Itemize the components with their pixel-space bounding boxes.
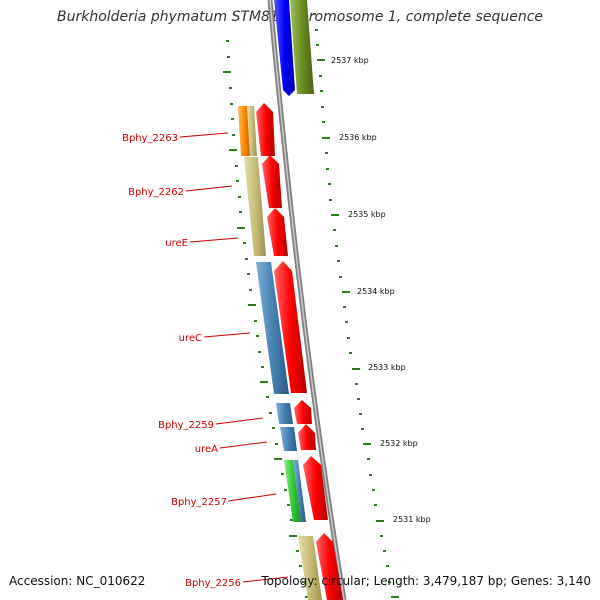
gene-arrows <box>256 103 343 600</box>
gene-arrow <box>256 103 275 156</box>
feature-block-olive <box>290 0 314 94</box>
gene-arrow <box>294 400 312 424</box>
kbp-labels: 2537 kbp 2536 kbp 2535 kbp 2534 kbp 2533… <box>331 56 431 524</box>
kbp-label: 2535 kbp <box>348 210 386 219</box>
gene-label: ureC <box>179 333 202 344</box>
gene-label: ureA <box>195 444 218 455</box>
gene-arrow <box>274 261 307 393</box>
outer-tick-ring <box>313 13 399 598</box>
feature-block-steelblue <box>280 427 297 451</box>
outer-lane-features <box>290 0 314 94</box>
gene-labels: Bphy_2263 Bphy_2262 ureE ureC Bphy_2259 … <box>122 133 241 589</box>
feature-block-steelblue <box>276 403 293 424</box>
gene-arrow <box>316 533 343 600</box>
gene-label: Bphy_2256 <box>185 578 241 589</box>
inner-tick-ring <box>223 40 308 598</box>
kbp-label: 2531 kbp <box>393 515 431 524</box>
topology-text: Topology: circular; Length: 3,479,187 bp… <box>261 574 591 588</box>
gene-label: Bphy_2262 <box>128 187 184 198</box>
kbp-label: 2533 kbp <box>368 363 406 372</box>
gene-label: Bphy_2257 <box>171 497 227 508</box>
gene-arrow <box>298 424 316 450</box>
feature-block-orange <box>238 106 250 156</box>
feature-block-khaki <box>244 157 266 256</box>
kbp-label: 2534 kbp <box>357 287 395 296</box>
gene-label: Bphy_2259 <box>158 420 214 431</box>
feature-block-steelblue <box>293 460 306 522</box>
feature-block-khaki <box>247 106 257 156</box>
gene-label: ureE <box>165 238 188 249</box>
kbp-label: 2536 kbp <box>339 133 377 142</box>
gene-arrow <box>262 155 282 208</box>
gene-arrow <box>303 456 328 520</box>
accession-text: Accession: NC_010622 <box>9 574 146 588</box>
gene-arrow <box>267 208 288 256</box>
chromosome-backbone-highlight <box>269 0 345 600</box>
inner-lane-features <box>238 0 322 600</box>
kbp-label: 2537 kbp <box>331 56 369 65</box>
feature-block-blue <box>274 0 295 96</box>
gene-label: Bphy_2263 <box>122 133 178 144</box>
feature-block-khaki <box>298 536 322 600</box>
gene-label-leaders <box>179 132 289 583</box>
kbp-label: 2532 kbp <box>380 439 418 448</box>
feature-block-steelblue <box>256 262 289 394</box>
feature-block-green <box>284 460 301 522</box>
